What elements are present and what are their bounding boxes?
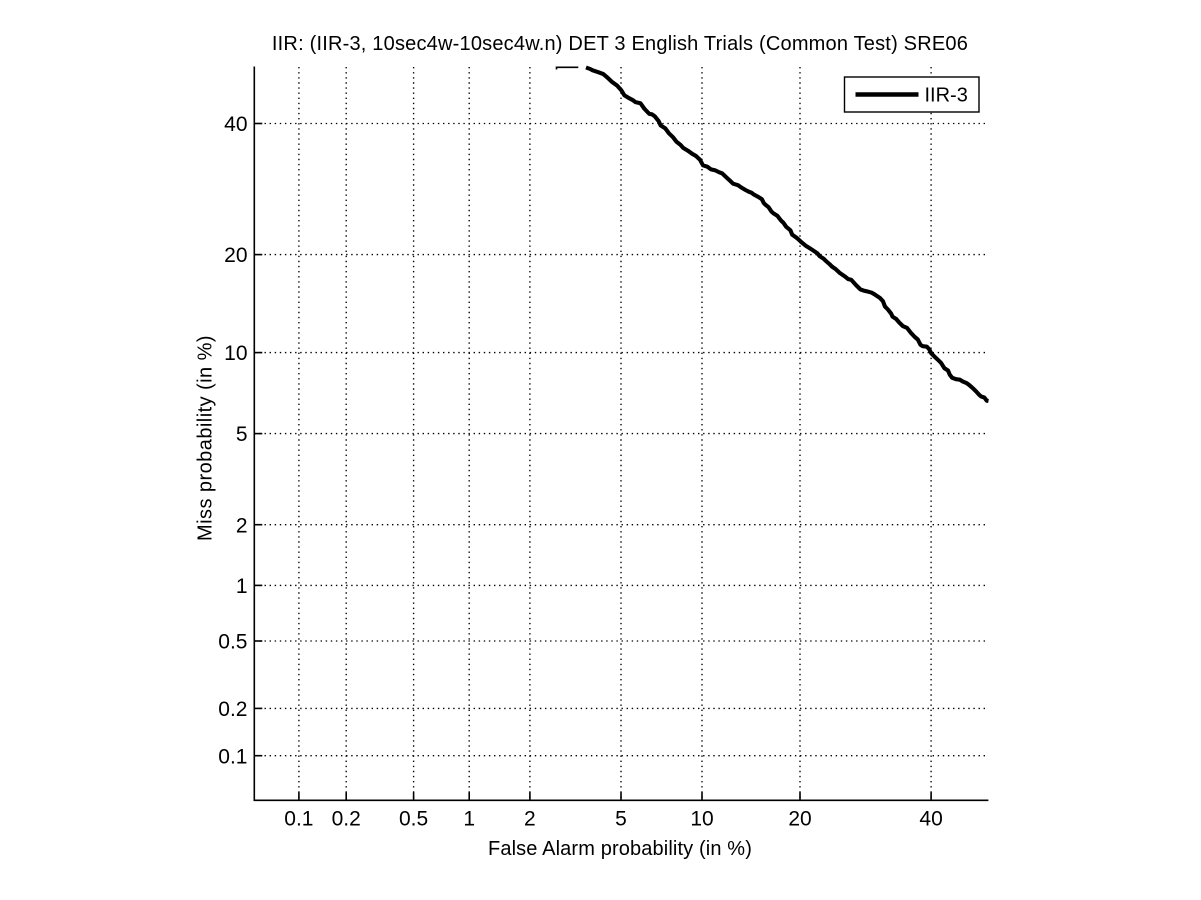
svg-text:20: 20	[788, 807, 811, 830]
svg-text:10: 10	[224, 342, 247, 365]
svg-text:0.5: 0.5	[218, 631, 247, 654]
svg-text:0.5: 0.5	[399, 807, 428, 830]
svg-text:5: 5	[236, 423, 248, 446]
svg-text:0.2: 0.2	[218, 698, 247, 721]
svg-text:2: 2	[236, 514, 248, 537]
svg-text:40: 40	[224, 113, 247, 136]
svg-text:0.1: 0.1	[284, 807, 313, 830]
svg-text:10: 10	[690, 807, 713, 830]
svg-text:2: 2	[524, 807, 536, 830]
svg-text:5: 5	[615, 807, 627, 830]
svg-text:40: 40	[919, 807, 942, 830]
svg-text:IIR: (IIR-3, 10sec4w-10sec4w.n: IIR: (IIR-3, 10sec4w-10sec4w.n) DET 3 En…	[272, 33, 968, 55]
svg-text:1: 1	[463, 807, 475, 830]
svg-text:Miss probability (in %): Miss probability (in %)	[195, 335, 217, 541]
svg-text:0.1: 0.1	[218, 745, 247, 768]
svg-text:0.2: 0.2	[332, 807, 361, 830]
svg-text:1: 1	[236, 575, 248, 598]
svg-text:20: 20	[224, 244, 247, 267]
svg-text:False Alarm probability (in %): False Alarm probability (in %)	[488, 838, 752, 860]
svg-text:IIR-3: IIR-3	[925, 85, 968, 107]
